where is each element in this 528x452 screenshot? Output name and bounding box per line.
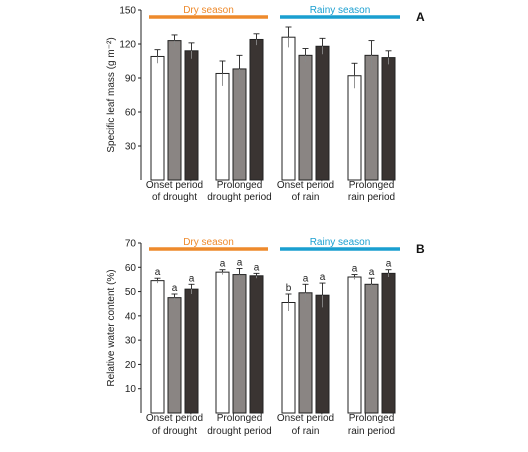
- season-label: Dry season: [183, 237, 234, 248]
- bar: [150, 280, 165, 414]
- bar: [232, 68, 247, 181]
- bar: [281, 36, 296, 181]
- y-tick-label: 30: [125, 142, 137, 153]
- bar: [364, 283, 379, 414]
- y-tick-label: 10: [125, 384, 137, 395]
- y-tick-label: 150: [119, 6, 136, 17]
- category-label: rain period: [348, 426, 395, 437]
- y-tick-label: 120: [119, 40, 136, 51]
- y-tick-label: 20: [125, 360, 137, 371]
- bar: [315, 45, 330, 181]
- category-label: Prolonged: [217, 180, 263, 191]
- bar: [215, 72, 230, 181]
- significance-letter: b: [286, 283, 292, 294]
- category-label: Onset period: [146, 413, 203, 424]
- chart-panel-a: 30 60 90 120 150 Specific leaf mass (g m⁻²) A D…: [106, 5, 425, 203]
- significance-letter: a: [254, 262, 260, 273]
- category-label: rain period: [348, 192, 395, 203]
- bar: [184, 50, 199, 181]
- significance-letter: a: [386, 259, 392, 270]
- category-label: of rain: [292, 192, 320, 203]
- season-label: Rainy season: [310, 5, 371, 16]
- y-tick-label: 90: [125, 74, 137, 85]
- season-label: Rainy season: [310, 237, 371, 248]
- chart-panel-b: 10 20 30 40 50 60 70 Relative water content (%)…: [106, 237, 425, 437]
- significance-letter: a: [189, 273, 195, 284]
- bar: [298, 292, 313, 414]
- bar: [281, 302, 296, 414]
- y-axis-label: Relative water content (%): [106, 269, 117, 386]
- bar: [315, 294, 330, 414]
- significance-letter: a: [220, 259, 226, 270]
- bar: [364, 54, 379, 181]
- y-tick-label: 70: [125, 239, 137, 250]
- category-label: drought period: [207, 192, 272, 203]
- category-label: of drought: [152, 192, 197, 203]
- y-axis-label: Specific leaf mass (g m⁻²): [106, 37, 117, 152]
- bar: [184, 288, 199, 414]
- category-label: Onset period: [277, 180, 334, 191]
- significance-letter: a: [369, 267, 375, 278]
- significance-letter: a: [237, 258, 243, 269]
- bar: [167, 40, 182, 181]
- bar: [347, 75, 362, 181]
- y-tick-label: 60: [125, 263, 137, 274]
- significance-letter: a: [172, 283, 178, 294]
- significance-letter: a: [352, 264, 358, 275]
- category-label: drought period: [207, 426, 272, 437]
- bar: [249, 275, 264, 414]
- significance-letter: a: [303, 273, 309, 284]
- bar: [249, 38, 264, 181]
- category-label: Prolonged: [217, 413, 263, 424]
- bar: [232, 274, 247, 414]
- category-label: Prolonged: [349, 413, 395, 424]
- category-label: Onset period: [146, 180, 203, 191]
- y-tick-label: 30: [125, 336, 137, 347]
- category-label: of drought: [152, 426, 197, 437]
- y-tick-label: 50: [125, 287, 137, 298]
- category-label: of rain: [292, 426, 320, 437]
- bar: [347, 276, 362, 414]
- significance-letter: a: [320, 272, 326, 283]
- panel-label: A: [416, 10, 425, 24]
- bar: [167, 297, 182, 414]
- bar: [150, 55, 165, 181]
- y-tick-label: 40: [125, 311, 137, 322]
- bar: [298, 54, 313, 181]
- panel-label: B: [416, 242, 425, 256]
- category-label: Onset period: [277, 413, 334, 424]
- category-label: Prolonged: [349, 180, 395, 191]
- season-label: Dry season: [183, 5, 234, 16]
- bar: [381, 57, 396, 181]
- bar: [215, 271, 230, 414]
- significance-letter: a: [155, 267, 161, 278]
- y-tick-label: 60: [125, 108, 137, 119]
- bar: [381, 272, 396, 414]
